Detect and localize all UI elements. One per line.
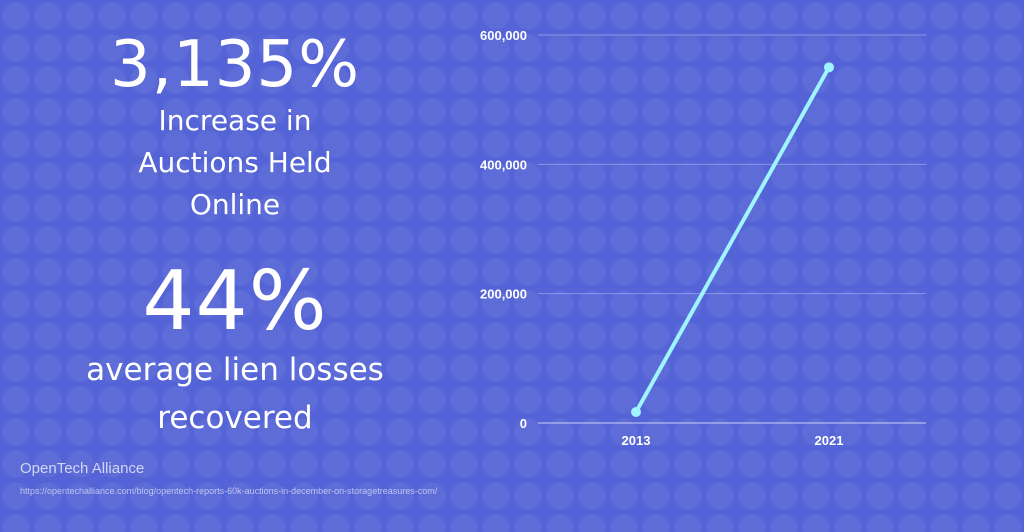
stat-increase-value: 3,135% xyxy=(109,28,361,102)
stat-lien-value: 44% xyxy=(142,254,328,349)
y-tick-label: 0 xyxy=(520,416,527,431)
stat-lien-losses: 44% average lien losses recovered xyxy=(40,258,430,442)
source-url[interactable]: https://opentechalliance.com/blog/opente… xyxy=(20,486,438,496)
stat-increase-auctions: 3,135% Increase in Auctions Held Online xyxy=(40,30,430,226)
x-tick-label: 2013 xyxy=(622,433,651,448)
data-point xyxy=(824,62,834,73)
data-point xyxy=(631,407,641,418)
source-name: OpenTech Alliance xyxy=(20,460,145,477)
y-tick-label: 600,000 xyxy=(480,28,527,43)
y-tick-label: 200,000 xyxy=(480,287,527,302)
source-attribution: OpenTech Alliance https://opentechallian… xyxy=(20,460,450,498)
stat-lien-description: average lien losses recovered xyxy=(86,352,384,436)
y-tick-label: 400,000 xyxy=(480,157,527,172)
x-tick-label: 2021 xyxy=(815,433,844,448)
series-line xyxy=(634,65,831,415)
stat-increase-description: Increase in Auctions Held Online xyxy=(138,104,332,221)
